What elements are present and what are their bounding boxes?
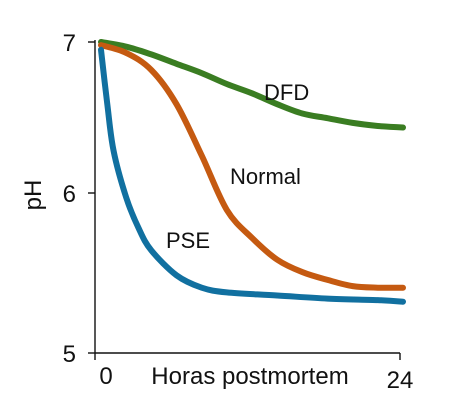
series-label-pse: PSE xyxy=(166,228,210,253)
series-lines xyxy=(98,39,406,305)
x-tick-label-24: 24 xyxy=(387,367,414,394)
x-axis-title: Horas postmortem xyxy=(151,363,348,390)
series-label-normal: Normal xyxy=(230,164,301,189)
x-tick-label-0: 0 xyxy=(99,363,112,390)
y-axis-title: pH xyxy=(20,180,47,211)
series-line-normal xyxy=(98,42,406,291)
y-tick-label-5: 5 xyxy=(63,341,76,368)
axes xyxy=(88,40,401,360)
y-tick-label-6: 6 xyxy=(63,181,76,208)
series-label-dfd: DFD xyxy=(264,80,309,105)
y-tick-label-7: 7 xyxy=(63,30,76,57)
series-line-pse xyxy=(98,46,406,305)
series-line-dfd xyxy=(98,39,406,131)
